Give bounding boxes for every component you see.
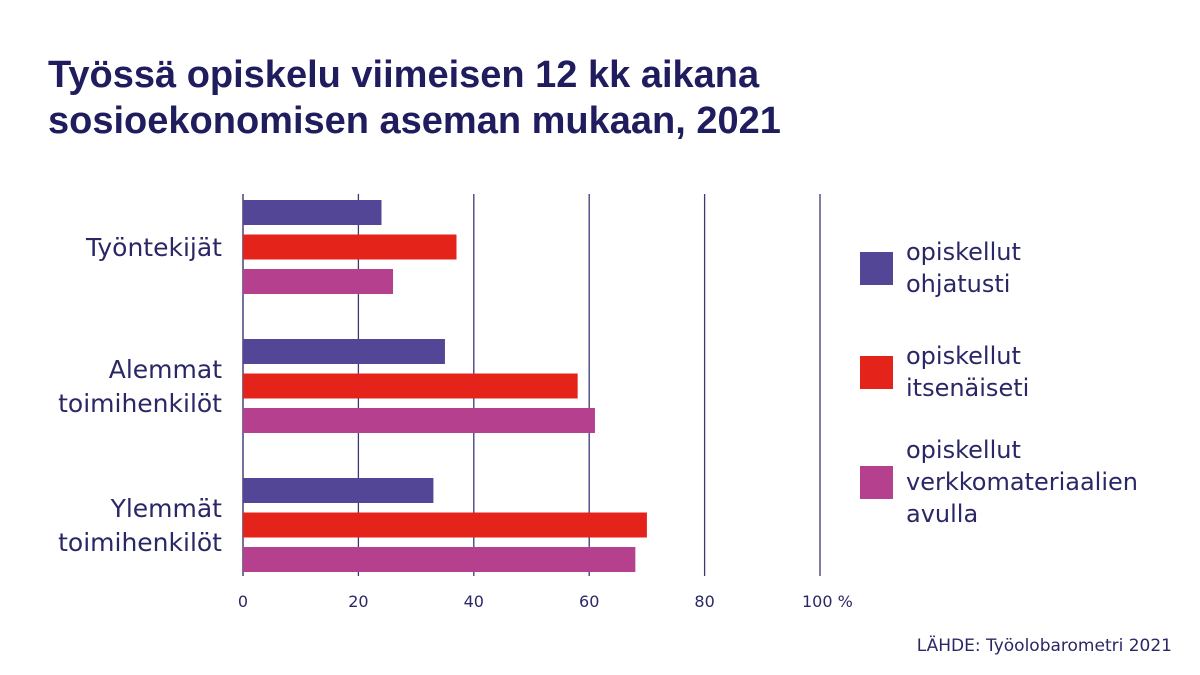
bar-1-2 bbox=[243, 234, 457, 260]
chart-title-line-2: sosioekonomisen aseman mukaan, 2021 bbox=[48, 100, 781, 142]
category-label: toimihenkilöt bbox=[58, 389, 222, 418]
x-tick-label: 80 bbox=[694, 592, 714, 611]
legend-label: avulla bbox=[906, 500, 978, 528]
x-tick-label: 40 bbox=[464, 592, 484, 611]
legend-label: verkkomateriaalien bbox=[906, 468, 1138, 496]
legend-swatch bbox=[860, 356, 893, 389]
legend-label: opiskellut bbox=[906, 342, 1021, 370]
source-note: LÄHDE: Työolobarometri 2021 bbox=[916, 636, 1172, 656]
legend-label: itsenäiseti bbox=[906, 374, 1029, 402]
chart-title-line-1: Työssä opiskelu viimeisen 12 kk aikana bbox=[48, 54, 760, 96]
x-tick-label: 60 bbox=[579, 592, 599, 611]
bar-1-1 bbox=[243, 200, 382, 225]
x-tick-label: 100 % bbox=[802, 592, 853, 611]
legend-swatch bbox=[860, 466, 893, 499]
bar-2-2 bbox=[243, 373, 578, 399]
category-label: toimihenkilöt bbox=[58, 528, 222, 557]
x-tick-label: 20 bbox=[348, 592, 368, 611]
x-tick-label: 0 bbox=[238, 592, 248, 611]
bar-3-3 bbox=[243, 547, 636, 572]
category-label: Ylemmät bbox=[110, 494, 223, 523]
bar-3-2 bbox=[243, 512, 647, 538]
bar-3-1 bbox=[243, 478, 434, 503]
legend-label: ohjatusti bbox=[906, 270, 1010, 298]
legend-swatch bbox=[860, 252, 893, 285]
chart-title: Työssä opiskelu viimeisen 12 kk aikana s… bbox=[48, 52, 781, 144]
bar-2-1 bbox=[243, 339, 445, 364]
bar-2-3 bbox=[243, 408, 595, 433]
category-label: Alemmat bbox=[109, 355, 222, 384]
category-label: Työntekijät bbox=[85, 233, 222, 262]
bar-1-3 bbox=[243, 269, 394, 294]
legend-label: opiskellut bbox=[906, 436, 1021, 464]
legend-label: opiskellut bbox=[906, 238, 1021, 266]
